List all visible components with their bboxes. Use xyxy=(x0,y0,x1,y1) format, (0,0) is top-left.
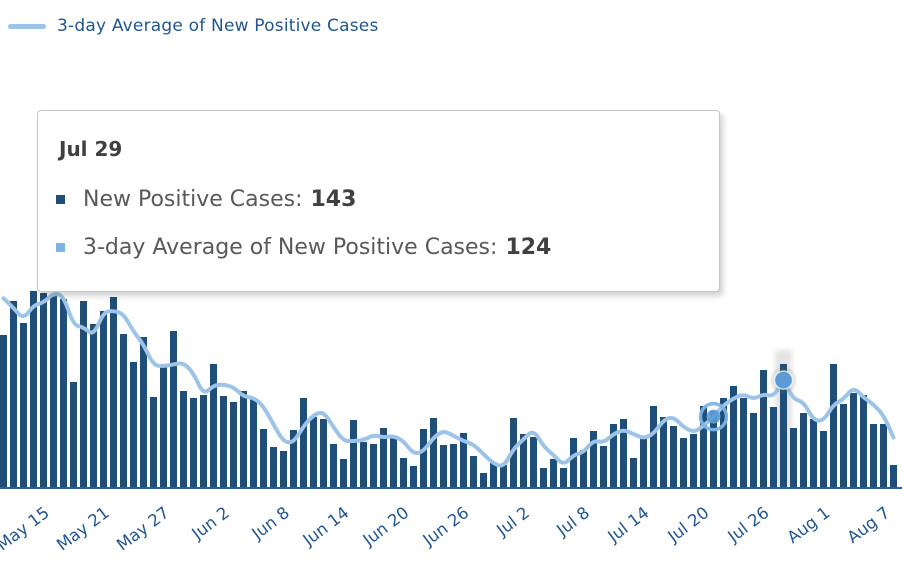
x-axis-label: Jun 26 xyxy=(419,503,473,550)
tooltip-row-value: 143 xyxy=(310,187,357,212)
bar[interactable] xyxy=(470,456,477,488)
x-axis-label: May 27 xyxy=(113,503,173,555)
bar[interactable] xyxy=(890,465,897,488)
tooltip-row-label: New Positive Cases: xyxy=(83,187,303,212)
bar[interactable] xyxy=(410,466,417,488)
bar[interactable] xyxy=(340,459,347,488)
bar[interactable] xyxy=(560,468,567,488)
three-day-average-bullet-icon xyxy=(56,243,65,252)
legend-label: 3-day Average of New Positive Cases xyxy=(57,16,379,36)
tooltip-row-label: 3-day Average of New Positive Cases: xyxy=(83,235,498,260)
bar[interactable] xyxy=(630,458,637,488)
x-axis-label: Jun 20 xyxy=(359,503,413,550)
x-axis-label: Jul 14 xyxy=(604,503,653,546)
x-axis-label: Jul 8 xyxy=(553,503,593,540)
x-axis-label: Jun 8 xyxy=(248,503,293,544)
chart-tooltip: Jul 29 New Positive Cases: 143 3-day Ave… xyxy=(37,110,720,292)
x-axis-label: May 15 xyxy=(0,503,53,555)
x-axis-label: Jun 2 xyxy=(188,503,233,544)
x-axis-label: Jul 26 xyxy=(724,503,773,546)
tooltip-row-value: 124 xyxy=(505,235,552,260)
bar[interactable] xyxy=(490,463,497,488)
bar[interactable] xyxy=(500,465,507,488)
x-axis-label: Aug 7 xyxy=(843,503,893,548)
x-axis-line xyxy=(0,487,902,489)
tooltip-row-new-positive-cases: New Positive Cases: 143 xyxy=(56,187,356,212)
tooltip-row-3day-average: 3-day Average of New Positive Cases: 124 xyxy=(56,235,551,260)
bar[interactable] xyxy=(280,451,287,488)
x-axis-label: Jun 14 xyxy=(299,503,353,550)
bar[interactable] xyxy=(400,458,407,488)
x-axis-label: Jul 20 xyxy=(664,503,713,546)
bar[interactable] xyxy=(580,450,587,488)
x-axis-label: Jul 2 xyxy=(493,503,533,540)
bar[interactable] xyxy=(540,468,547,488)
legend-line-swatch xyxy=(8,23,46,29)
tooltip-date-title: Jul 29 xyxy=(59,137,123,161)
x-axis-label: May 21 xyxy=(53,503,113,555)
new-positive-cases-bullet-icon xyxy=(56,195,65,204)
x-axis-label: Aug 1 xyxy=(783,503,833,548)
bar[interactable] xyxy=(550,459,557,488)
legend-item-3day-average[interactable]: 3-day Average of New Positive Cases xyxy=(8,16,379,36)
bar[interactable] xyxy=(480,473,487,488)
